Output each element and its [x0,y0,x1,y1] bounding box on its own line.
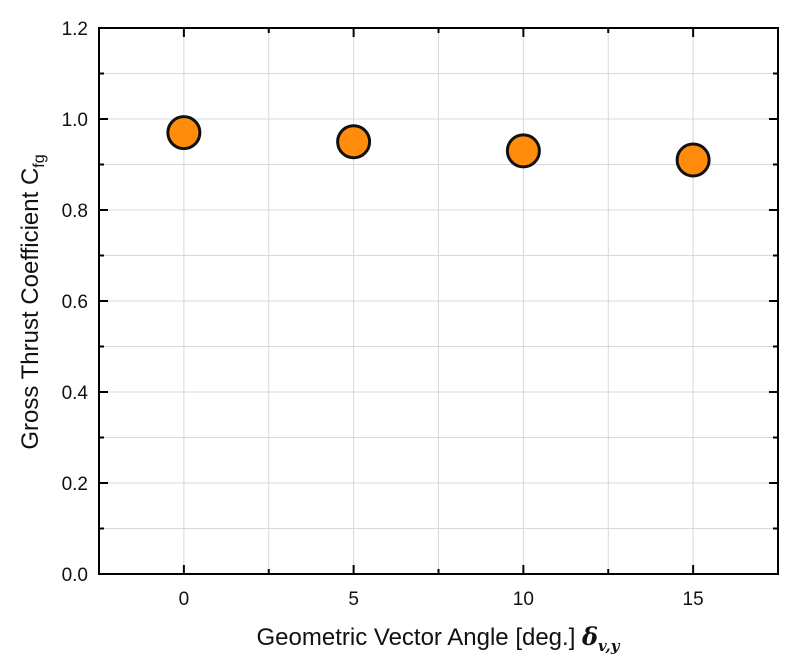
y-tick-label: 0.2 [62,474,88,495]
y-tick-label: 1.0 [62,110,88,131]
data-point [336,124,372,160]
grid [98,27,779,575]
x-tick-label: 15 [683,589,704,610]
y-tick-labels: 0.0 0.2 0.4 0.6 0.8 1.0 1.2 [62,19,89,586]
data-point [166,115,202,151]
x-tick-label: 10 [513,589,534,610]
x-tick-label: 0 [179,589,190,610]
y-tick-label: 1.2 [62,19,88,40]
y-axis-title: Gross Thrust Coefficient Cfg [17,154,48,449]
data-point [675,142,711,178]
plot-frame [98,27,779,575]
x-tick-label: 5 [348,589,359,610]
x-axis-title: Geometric Vector Angle [deg.] δv,y [257,622,621,655]
y-tick-label: 0.4 [62,383,89,404]
data-points [166,115,711,178]
data-point [505,133,541,169]
x-tick-labels: 0 5 10 15 [179,589,704,610]
y-tick-label: 0.6 [62,292,88,313]
y-tick-label: 0.0 [62,565,88,586]
y-tick-label: 0.8 [62,201,88,222]
